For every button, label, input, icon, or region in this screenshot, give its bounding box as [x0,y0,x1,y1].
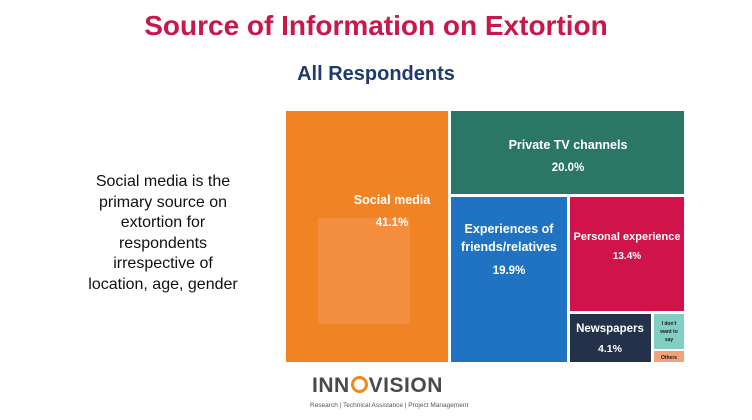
logo-word-b: VISION [368,374,443,397]
tile-label: I don't [662,321,677,327]
tile-value: 4.1% [598,343,623,355]
tile-rect [570,197,684,311]
tile-label: Personal experience [573,231,680,243]
tile-value: 19.9% [493,265,526,277]
treemap-tile: Social media 41.1% [286,111,448,362]
tile-rect [451,111,684,194]
chart-title: Source of Information on Extortion [144,10,608,41]
tile-label: Social media [354,193,431,207]
tile-rect [654,314,684,349]
tile-label: say [665,337,674,343]
tile-label: Others [661,355,677,361]
tile-label: Newspapers [576,323,644,335]
tile-highlight [318,218,410,324]
treemap-tile: I don't want to say [654,314,684,349]
tile-label: friends/relatives [461,240,557,254]
chart-subtitle: All Respondents [297,63,455,85]
tile-rect [570,314,651,362]
treemap-tile: Newspapers 4.1% [570,314,651,362]
logo-word-a: INN [312,374,350,397]
treemap-tile: Personal experience 13.4% [570,197,684,311]
tile-label: want to [659,329,678,335]
logo-o-icon [350,376,368,393]
tile-rect [654,351,684,362]
logo-tagline: Research | Technical Assistance | Projec… [310,402,469,409]
tile-label: Private TV channels [509,138,628,152]
tile-rect [451,197,567,362]
treemap-tile: Others [654,351,684,362]
treemap-tile: Experiences of friends/relatives 19.9% [451,197,567,362]
tile-value: 20.0% [552,162,585,174]
treemap-tile: Private TV channels 20.0% [451,111,684,194]
summary-note: Social media is the primary source on ex… [88,173,238,293]
logo-wordmark: INN VISION [312,374,443,398]
tile-label: Experiences of [465,222,555,236]
tile-value: 41.1% [376,217,409,229]
tile-value: 13.4% [613,251,641,262]
innovision-logo: INN VISION Research | Technical Assistanc… [310,374,469,420]
